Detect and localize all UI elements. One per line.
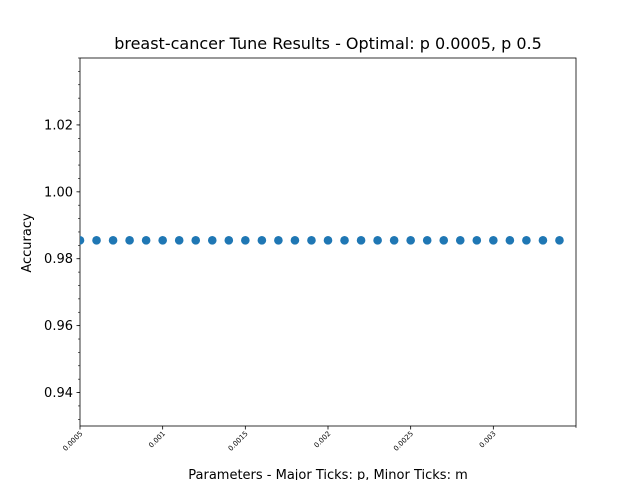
data-point	[191, 236, 201, 245]
x-tick-label: 0.002	[313, 430, 333, 450]
data-point	[241, 236, 250, 245]
data-point	[406, 236, 415, 245]
data-point	[422, 236, 432, 245]
chart-title: breast-cancer Tune Results - Optimal: p …	[114, 34, 542, 53]
x-tick-label: 0.0015	[227, 430, 250, 453]
x-tick-label: 0.003	[478, 430, 498, 450]
data-point	[323, 236, 333, 245]
x-axis-label: Parameters - Major Ticks: p, Minor Ticks…	[188, 468, 468, 480]
data-point	[538, 236, 548, 245]
y-tick-label: 0.96	[44, 319, 73, 334]
x-axis: 0.0005 0.001 0.0015 0.002 0.0025 0.003	[61, 426, 577, 453]
series-points	[80, 236, 564, 245]
y-tick-label: 0.94	[44, 386, 73, 401]
y-axis-label: Accuracy	[20, 213, 35, 273]
data-point	[207, 236, 217, 245]
data-point	[174, 236, 184, 245]
data-point	[158, 236, 167, 245]
y-tick-label: 1.02	[44, 118, 73, 133]
data-point	[505, 236, 515, 245]
data-point	[522, 236, 531, 245]
data-point	[224, 236, 234, 245]
data-point	[340, 236, 349, 245]
y-axis: 0.94 0.96 0.98 1.00 1.02	[44, 57, 80, 420]
data-point	[472, 236, 482, 245]
data-point	[274, 236, 283, 245]
data-point	[257, 236, 267, 245]
y-tick-label: 0.98	[44, 252, 73, 267]
data-point	[307, 236, 316, 245]
data-point	[455, 236, 465, 245]
data-point	[80, 236, 85, 245]
x-tick-label: 0.0025	[392, 430, 415, 453]
data-point	[356, 236, 366, 245]
data-point	[108, 236, 118, 245]
data-point	[439, 236, 449, 245]
data-point	[141, 236, 151, 245]
data-point	[125, 236, 134, 245]
data-points	[80, 236, 564, 245]
x-tick-label: 0.0005	[61, 430, 84, 453]
data-point	[489, 236, 498, 245]
data-point	[92, 236, 101, 245]
data-point	[373, 236, 382, 245]
x-tick-label: 0.001	[147, 430, 167, 450]
data-point	[290, 236, 300, 245]
data-point	[389, 236, 399, 245]
data-point	[555, 236, 564, 245]
y-tick-label: 1.00	[44, 185, 73, 200]
